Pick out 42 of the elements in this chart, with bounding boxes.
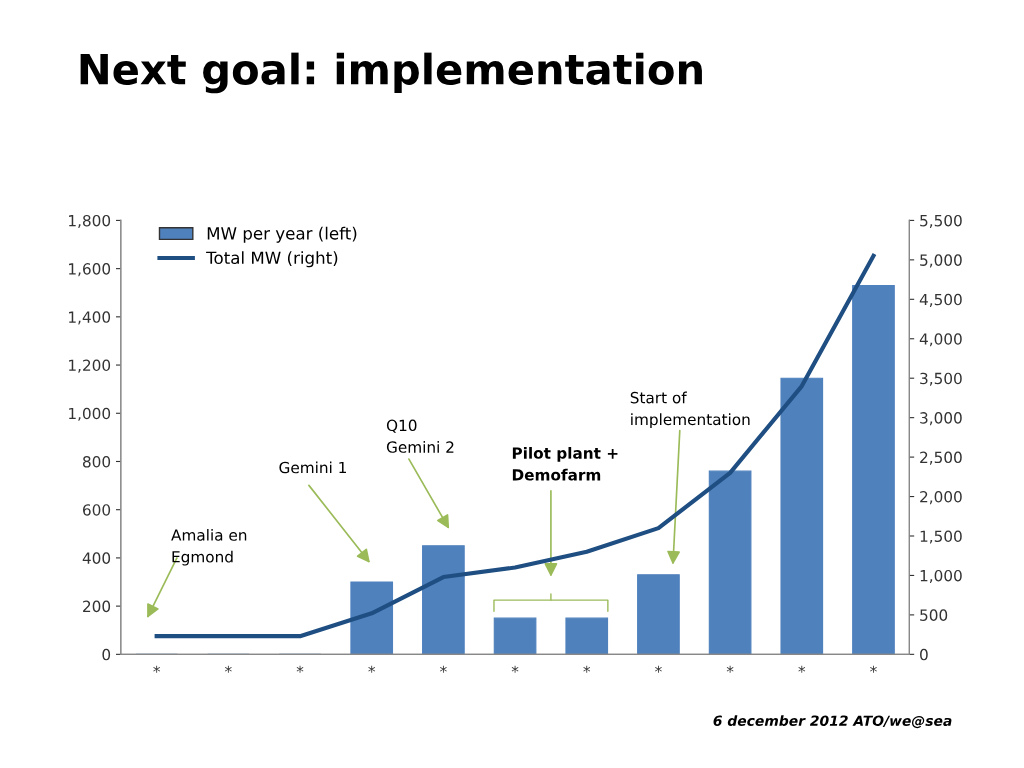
annotation: Amalia en Egmond (171, 528, 247, 566)
annotation: Q10 Gemini 2 (386, 419, 454, 453)
y2-tick-label: 3,500 (920, 372, 962, 386)
x-tick-label: * (511, 665, 519, 673)
y-tick-label: 600 (83, 504, 111, 516)
y2-tick-label: 1,500 (920, 530, 962, 544)
y2-tick-label: 3,000 (920, 412, 962, 426)
x-tick-label: * (224, 665, 232, 673)
x-tick-label: * (798, 665, 806, 673)
text: 6 december 2012 ATO/we@sea (713, 715, 952, 729)
y2-tick-label: 5,000 (920, 254, 962, 268)
x-tick-label: * (153, 665, 161, 673)
y-tick-label: 1,600 (69, 263, 111, 277)
y-tick-label: 1,800 (69, 214, 111, 228)
annotation: Start of implementation (630, 391, 750, 429)
x-tick-label: * (726, 665, 734, 673)
y2-tick-label: 1,000 (920, 569, 962, 584)
y2-tick-label: 4,000 (919, 333, 962, 347)
y-tick-label: 1,400 (69, 311, 111, 325)
annotation: Gemini 1 (279, 461, 346, 474)
y2-tick-label: 2,500 (920, 451, 962, 465)
y-tick-label: 400 (82, 552, 111, 564)
x-tick-label: * (296, 665, 304, 673)
y2-tick-label: 2,000 (920, 491, 962, 505)
y-tick-label: 800 (82, 455, 111, 468)
annotation: Pilot plant + Demofarm (512, 447, 618, 481)
x-tick-label: * (583, 665, 591, 673)
y2-tick-label: 0 (920, 648, 928, 661)
y2-tick-label: 5,500 (920, 214, 962, 228)
x-tick-label: * (368, 665, 376, 673)
x-tick-label: * (440, 665, 447, 673)
chart-title: Next goal: implementation (80, 52, 702, 94)
legend-label: MW per year (left) (207, 226, 357, 243)
x-tick-label: * (655, 665, 662, 673)
y2-tick-label: 4,500 (919, 293, 962, 307)
y-tick-label: 200 (83, 600, 111, 613)
y-tick-label: 0 (102, 648, 111, 661)
x-tick-label: * (870, 665, 877, 673)
y-tick-label: 1,000 (69, 407, 111, 421)
y2-tick-label: 500 (920, 609, 948, 621)
legend-label: Total MW (right) (206, 251, 338, 268)
y-tick-label: 1,200 (69, 359, 111, 373)
